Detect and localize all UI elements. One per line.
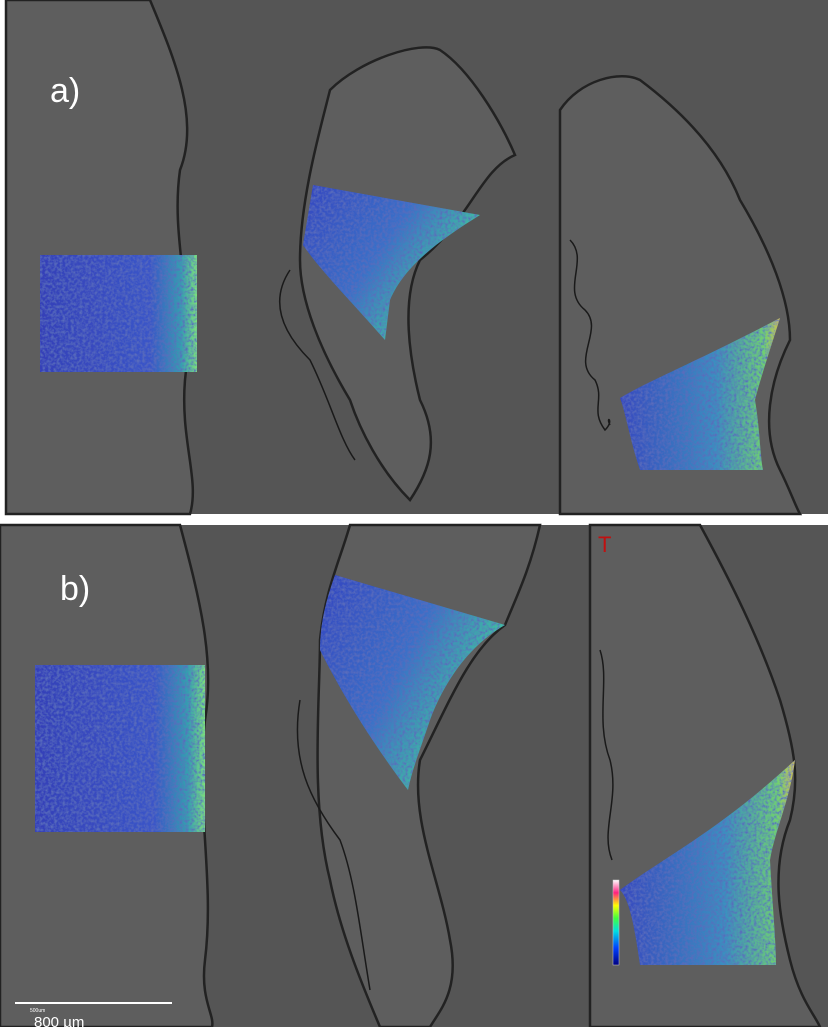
strain-map bbox=[40, 255, 197, 372]
strain-map bbox=[35, 665, 205, 832]
panel-label: b) bbox=[60, 570, 90, 608]
figure: a) T b) 500um 800 µm bbox=[0, 0, 828, 1027]
panel-a: a) bbox=[6, 0, 828, 514]
color-bar bbox=[613, 880, 619, 965]
panel-label: a) bbox=[50, 72, 80, 110]
marker: T bbox=[598, 532, 611, 557]
scale-label: 800 µm bbox=[34, 1014, 84, 1027]
panel-b: T b) 500um 800 µm bbox=[0, 525, 828, 1027]
